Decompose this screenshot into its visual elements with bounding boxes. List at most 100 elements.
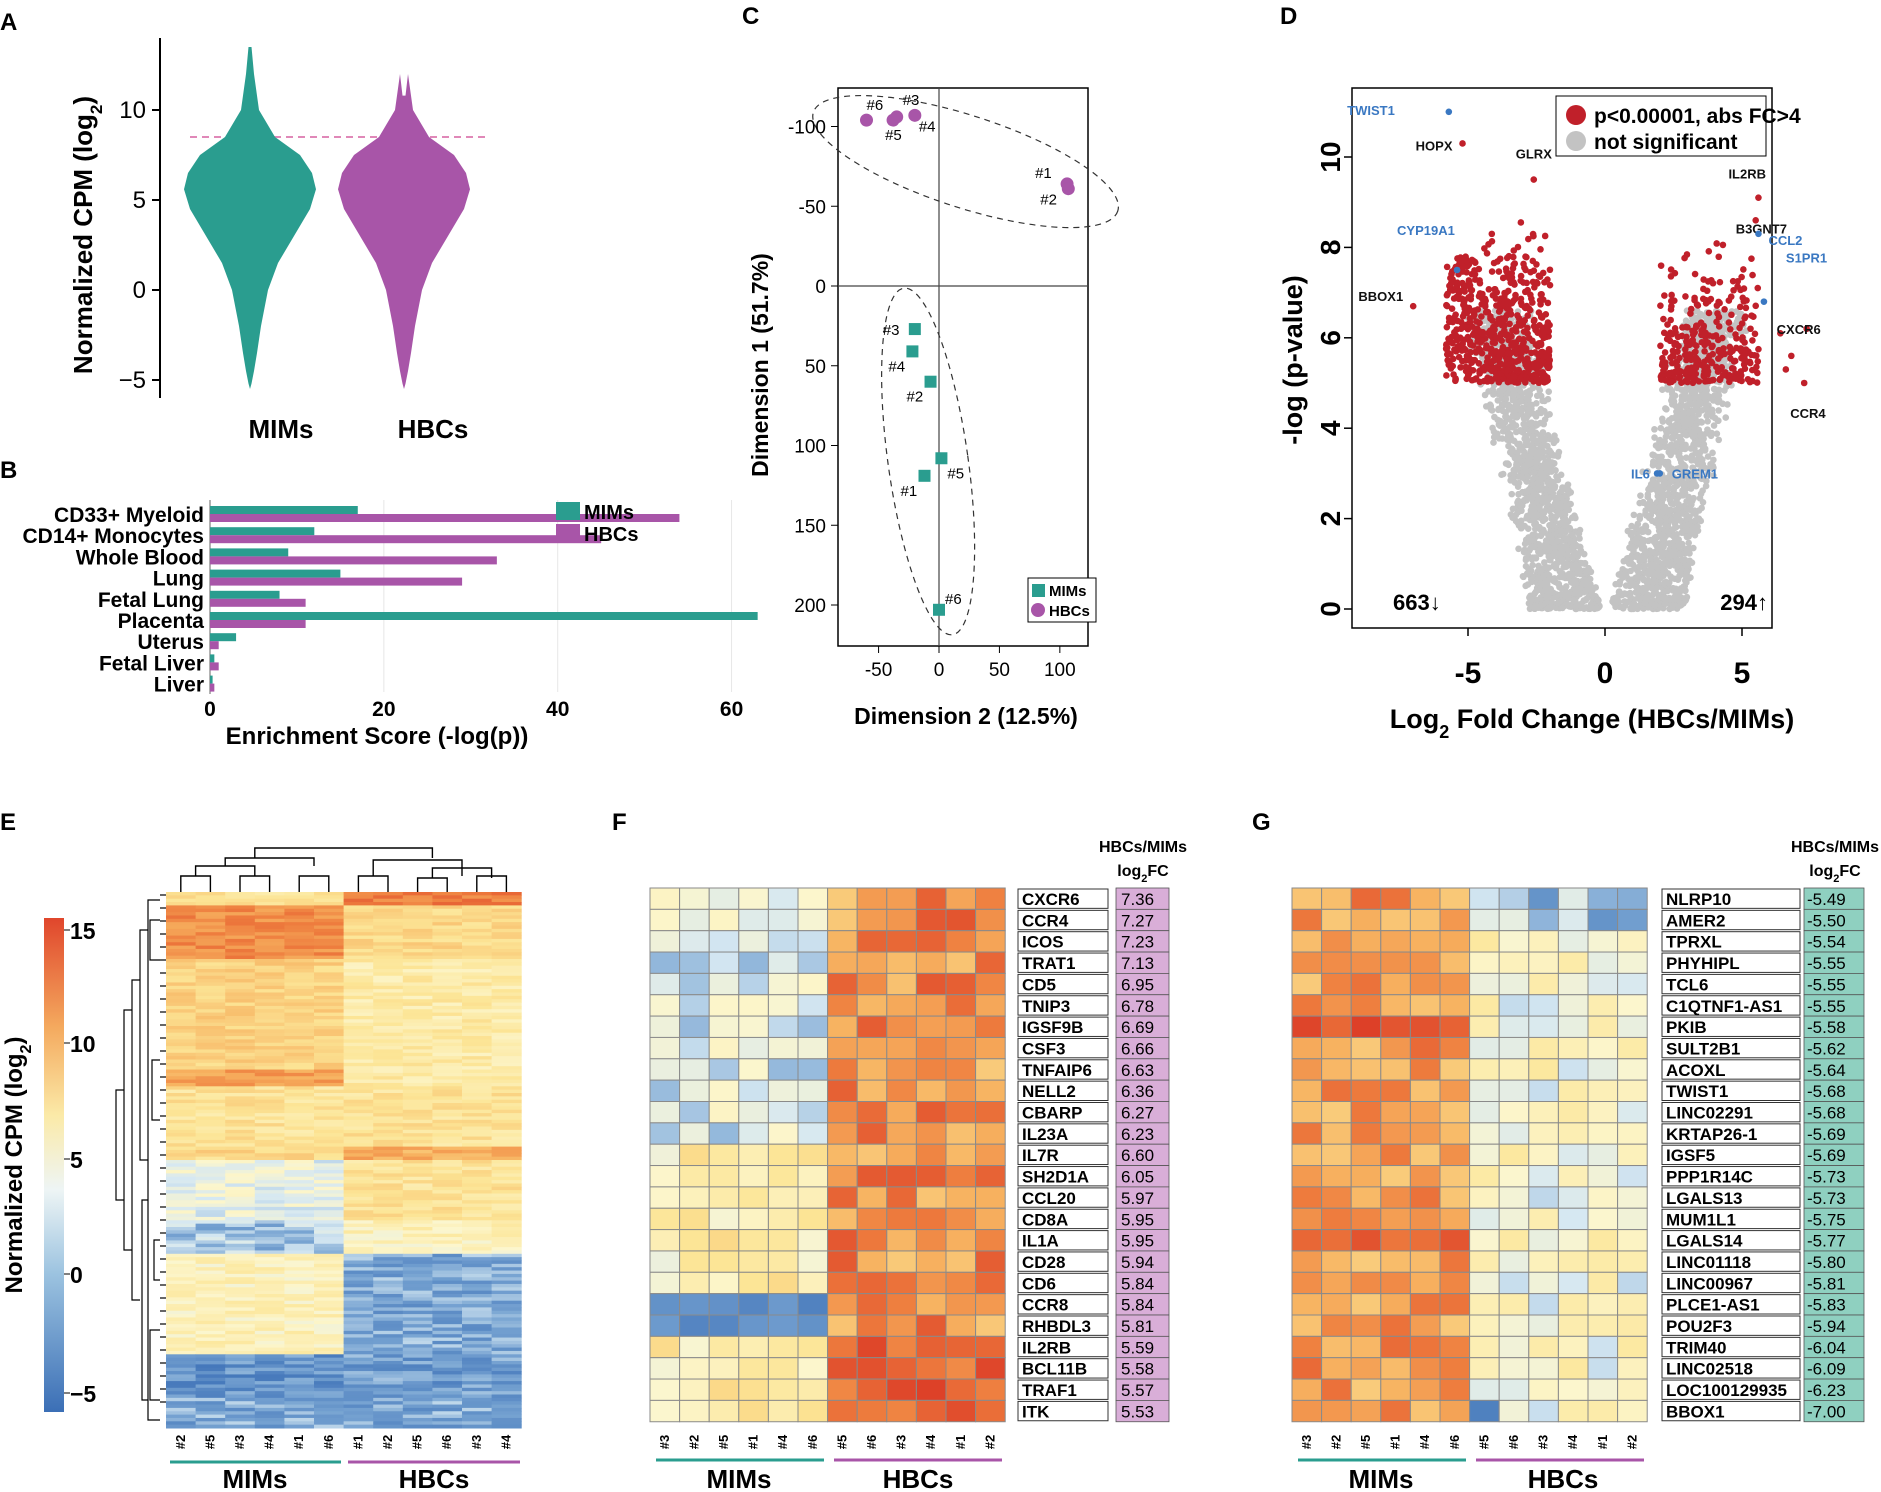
panel-e-heatmap-cell xyxy=(225,1243,256,1248)
panel-d-point-ns xyxy=(1677,438,1685,445)
panel-e-heatmap-cell xyxy=(343,1129,374,1134)
panel-e-heatmap-cell xyxy=(402,979,433,983)
panel-e-heatmap-cell xyxy=(373,922,404,926)
panel-d-point-sig xyxy=(1539,269,1547,277)
panel-e-heatmap-cell xyxy=(166,1216,197,1221)
panel-d-point-sig xyxy=(1702,370,1709,378)
panel-e-heatmap-cell xyxy=(284,969,315,973)
panel-e-heatmap-cell xyxy=(166,999,197,1004)
panel-e-heatmap-cell xyxy=(166,1186,197,1191)
panel-e-heatmap-cell xyxy=(254,925,285,930)
panel-e-heatmap-cell xyxy=(166,959,197,963)
panel-d-point-ns xyxy=(1580,605,1588,612)
panel-e-heatmap-cell xyxy=(462,1002,493,1007)
panel-e-heatmap-cell xyxy=(284,1163,315,1168)
panel-e-heatmap-cell xyxy=(225,1049,256,1054)
panel-e-heatmap-cell xyxy=(225,1166,256,1171)
panel-e-heatmap-cell xyxy=(166,1170,197,1174)
panel-e-heatmap-cell xyxy=(343,1093,374,1097)
panel-e-heatmap-cell xyxy=(343,972,374,977)
panel-c-point-mims xyxy=(918,469,931,482)
panel-c-xlabel: Dimension 2 (12.5%) xyxy=(854,703,1078,729)
panel-e-heatmap-cell xyxy=(402,1227,433,1231)
panel-e-heatmap-cell xyxy=(284,935,315,940)
panel-c-point-mims xyxy=(906,345,919,358)
panel-d-point-ns xyxy=(1692,482,1700,490)
panel-e-heatmap-cell xyxy=(166,952,197,957)
panel-e-heatmap-cell xyxy=(402,1153,433,1158)
panel-e-heatmap-cell xyxy=(225,1213,256,1218)
panel-e-heatmap-cell xyxy=(432,1099,463,1104)
panel-d-point-ns xyxy=(1688,414,1696,422)
panel-e-heatmap-cell xyxy=(254,1203,285,1208)
panel-e-heatmap-cell xyxy=(402,962,433,967)
panel-e-heatmap-cell xyxy=(314,1099,345,1104)
panel-d-point-ns xyxy=(1531,605,1539,613)
panel-d-point-sig xyxy=(1727,355,1734,362)
panel-e-heatmap-cell xyxy=(314,972,345,977)
panel-d-point-ns xyxy=(1694,523,1701,530)
panel-e-heatmap-cell xyxy=(314,962,345,967)
panel-e-heatmap-cell xyxy=(373,1056,404,1060)
panel-e-heatmap-cell xyxy=(254,972,285,977)
panel-e-heatmap-cell xyxy=(373,895,404,900)
panel-d-point-ns xyxy=(1530,435,1538,443)
panel-e-heatmap-cell xyxy=(166,1002,197,1007)
panel-e-heatmap-cell xyxy=(284,962,315,967)
panel-d-point-ns xyxy=(1647,555,1655,562)
panel-e-heatmap-cell xyxy=(254,1086,285,1091)
panel-e-heatmap-cell xyxy=(402,918,433,923)
panel-e-heatmap-cell xyxy=(314,915,345,920)
panel-d-point-ns xyxy=(1702,402,1710,409)
panel-d-point-sig xyxy=(1749,377,1756,385)
panel-e-heatmap-cell xyxy=(462,1052,493,1057)
panel-e-heatmap-cell xyxy=(225,1193,256,1198)
panel-d-point-ns xyxy=(1587,600,1595,608)
panel-e-heatmap-cell xyxy=(195,1193,226,1198)
panel-d-point-ns xyxy=(1636,512,1644,520)
panel-d-point-ns xyxy=(1533,400,1540,407)
panel-e-heatmap-cell xyxy=(343,1173,374,1178)
panel-e-heatmap-cell xyxy=(343,955,374,960)
panel-e-heatmap-cell xyxy=(491,1036,522,1040)
panel-d-ytick-label: 2 xyxy=(1315,511,1346,527)
panel-e-heatmap-cell xyxy=(284,1196,315,1201)
panel-e-heatmap-cell xyxy=(343,938,374,943)
panel-e-heatmap-cell xyxy=(166,1123,197,1127)
panel-c-xtick-label: 0 xyxy=(934,660,945,681)
panel-e-heatmap-cell xyxy=(284,1106,315,1111)
panel-e-heatmap-cell xyxy=(225,922,256,926)
panel-e-heatmap-cell xyxy=(343,1076,374,1081)
panel-e-heatmap-cell xyxy=(343,922,374,926)
panel-e-heatmap-cell xyxy=(343,915,374,920)
panel-e-heatmap-cell xyxy=(402,1036,433,1040)
panel-e-heatmap-cell xyxy=(402,1143,433,1148)
panel-e-heatmap-cell xyxy=(314,1019,345,1024)
panel-d-point-sig xyxy=(1503,254,1511,262)
panel-c-point-label: #3 xyxy=(903,92,920,109)
panel-e-heatmap-cell xyxy=(314,1052,345,1057)
panel-e-heatmap-cell xyxy=(491,1166,522,1171)
panel-d-point-sig xyxy=(1691,296,1698,304)
panel-e-heatmap-cell xyxy=(314,948,345,953)
panel-e-heatmap-cell xyxy=(491,962,522,967)
panel-d-point-ns xyxy=(1556,493,1564,501)
panel-e-heatmap-cell xyxy=(373,1072,404,1077)
panel-e-heatmap-cell xyxy=(314,1190,345,1194)
panel-e-heatmap-cell xyxy=(314,959,345,963)
panel-d-point-sig xyxy=(1716,366,1724,373)
panel-e-heatmap-cell xyxy=(225,1170,256,1174)
panel-e-heatmap-cell xyxy=(195,1039,226,1044)
panel-d-point-ns xyxy=(1525,512,1532,519)
panel-d-point-ns xyxy=(1685,539,1692,547)
panel-e-heatmap-cell xyxy=(284,1146,315,1151)
panel-d-point-sig xyxy=(1704,339,1712,346)
panel-e-heatmap-cell xyxy=(432,932,463,937)
panel-b-xtick-label: 40 xyxy=(546,698,569,721)
panel-e-heatmap-cell xyxy=(166,989,197,993)
panel-b-category-label: Fetal Lung xyxy=(98,589,204,612)
panel-e-heatmap-cell xyxy=(195,938,226,943)
panel-e-heatmap-cell xyxy=(373,1049,404,1054)
panel-e-heatmap-cell xyxy=(462,1123,493,1127)
panel-e-heatmap-cell xyxy=(402,922,433,926)
